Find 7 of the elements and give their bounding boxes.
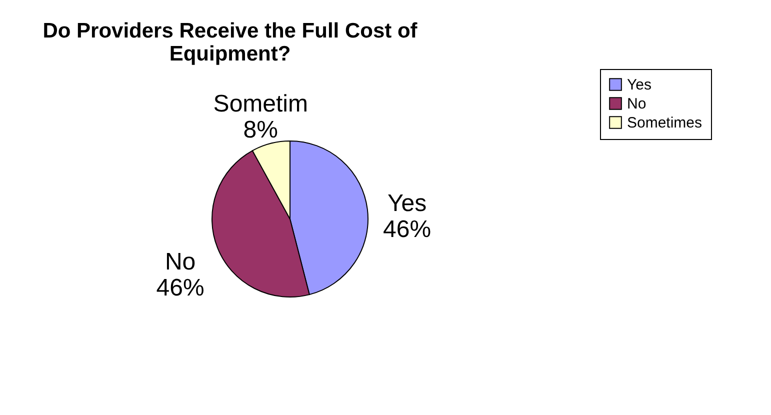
data-label: Sometim 8%: [213, 90, 308, 144]
legend-label: No: [627, 96, 646, 112]
legend-label: Sometimes: [627, 114, 702, 132]
legend-label: Yes: [627, 76, 652, 94]
data-label: Yes 46%: [383, 190, 432, 244]
data-label: No 46%: [156, 248, 204, 302]
chart-title: Do Providers Receive the Full Cost of Equipment?: [42, 20, 418, 66]
